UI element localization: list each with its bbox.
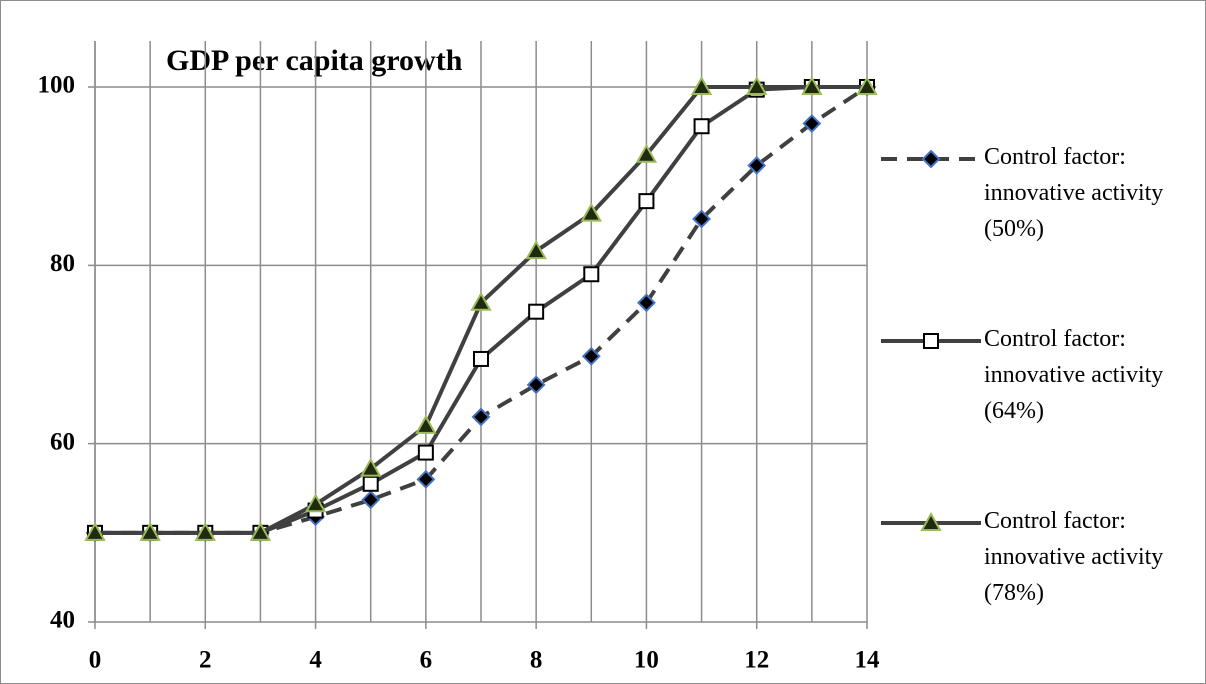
legend-label: Control factor: innovative activity (64%… [984, 326, 1164, 424]
y-tick-label: 60 [50, 428, 75, 455]
x-tick-label: 8 [530, 647, 543, 674]
marker [692, 209, 711, 229]
marker [471, 407, 491, 427]
marker [693, 118, 710, 135]
marker [583, 266, 600, 283]
marker [360, 457, 382, 477]
legend-marker [921, 149, 941, 169]
marker [635, 143, 658, 163]
marker [361, 490, 381, 510]
x-tick-label: 0 [89, 647, 102, 674]
marker [528, 303, 545, 320]
marker [526, 375, 546, 395]
marker [801, 75, 823, 95]
marker [249, 521, 272, 541]
marker [417, 444, 434, 461]
legend-label: Control factor: innovative activity (78%… [984, 508, 1164, 606]
y-tick-label: 100 [38, 72, 76, 99]
x-tick-label: 10 [634, 647, 659, 674]
marker [746, 75, 768, 95]
marker [637, 293, 656, 313]
marker [690, 75, 713, 95]
chart-title: GDP per capita growth [166, 44, 463, 77]
x-tick-label: 2 [199, 647, 212, 674]
legend-label: Control factor: innovative activity (50%… [984, 144, 1164, 242]
marker [362, 475, 379, 492]
marker [416, 469, 436, 489]
x-tick-label: 6 [420, 647, 433, 674]
x-tick-label: 12 [744, 647, 769, 674]
marker [415, 414, 437, 434]
legend-marker [923, 333, 939, 349]
marker [802, 114, 822, 133]
marker [194, 521, 216, 541]
marker [139, 521, 161, 541]
marker [84, 521, 106, 541]
marker [638, 193, 655, 210]
marker [747, 156, 767, 175]
marker [470, 291, 492, 311]
legend-marker [920, 511, 942, 531]
marker [856, 75, 878, 95]
x-tick-label: 4 [309, 647, 322, 674]
x-tick-label: 14 [855, 647, 881, 674]
marker [473, 350, 489, 367]
marker [525, 240, 547, 260]
marker [304, 493, 327, 513]
marker [580, 202, 602, 222]
y-tick-label: 80 [50, 250, 75, 277]
y-tick-label: 40 [50, 607, 75, 634]
marker [581, 346, 601, 366]
